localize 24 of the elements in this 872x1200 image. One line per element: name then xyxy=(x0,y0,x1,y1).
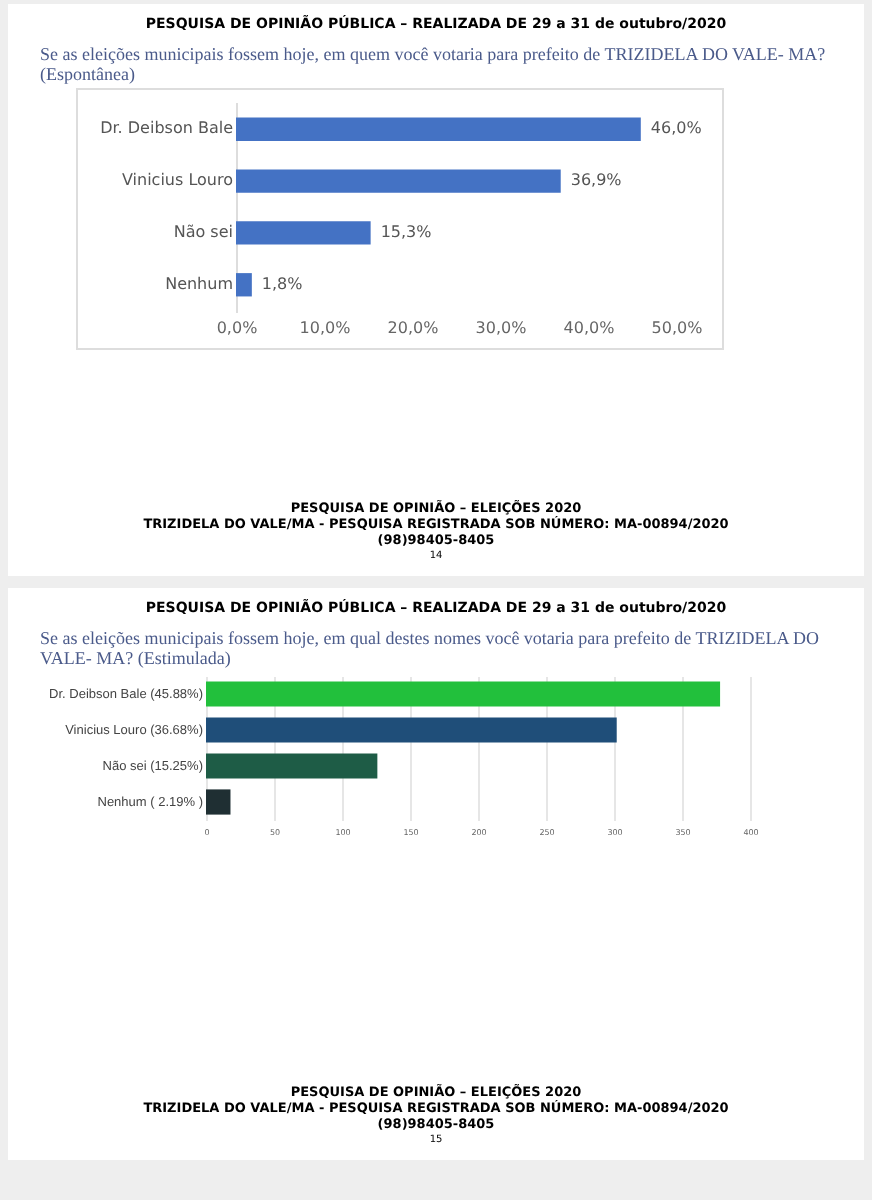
bar xyxy=(206,681,721,707)
x-tick-label: 30,0% xyxy=(475,319,528,337)
bar xyxy=(236,169,561,193)
bar xyxy=(236,273,252,297)
data-label: 36,9% xyxy=(570,171,623,190)
chart-subtitle: Se as eleições municipais fossem hoje, em quem você votaria para prefeito de TRIZIDELA DO VALE- MA? (Espontânea) xyxy=(40,44,828,84)
bar xyxy=(236,221,371,245)
bar xyxy=(236,117,641,141)
x-tick-label: 20,0% xyxy=(387,319,440,337)
data-label: 46,0% xyxy=(650,119,703,138)
y-tick-label: Nenhum xyxy=(165,274,234,293)
data-label: 1,8% xyxy=(261,274,304,293)
chart-subtitle: Se as eleições municipais fossem hoje, em qual destes nomes você votaria para prefeito de TRIZIDELA DO VALE- MA? (Estimulada) xyxy=(40,628,821,668)
x-tick-label: 10,0% xyxy=(299,319,352,337)
bar xyxy=(206,789,231,815)
y-tick-label: Não sei xyxy=(173,222,233,241)
bar xyxy=(206,753,378,779)
y-tick-label: Dr. Deibson Bale xyxy=(100,119,234,138)
data-label: 15,3% xyxy=(380,222,433,241)
x-tick-label: 40,0% xyxy=(563,319,616,337)
bar xyxy=(206,717,617,743)
x-tick-label: 50,0% xyxy=(651,319,704,337)
x-tick-label: 0,0% xyxy=(216,319,259,337)
y-tick-label: Vinicius Louro xyxy=(121,171,234,190)
